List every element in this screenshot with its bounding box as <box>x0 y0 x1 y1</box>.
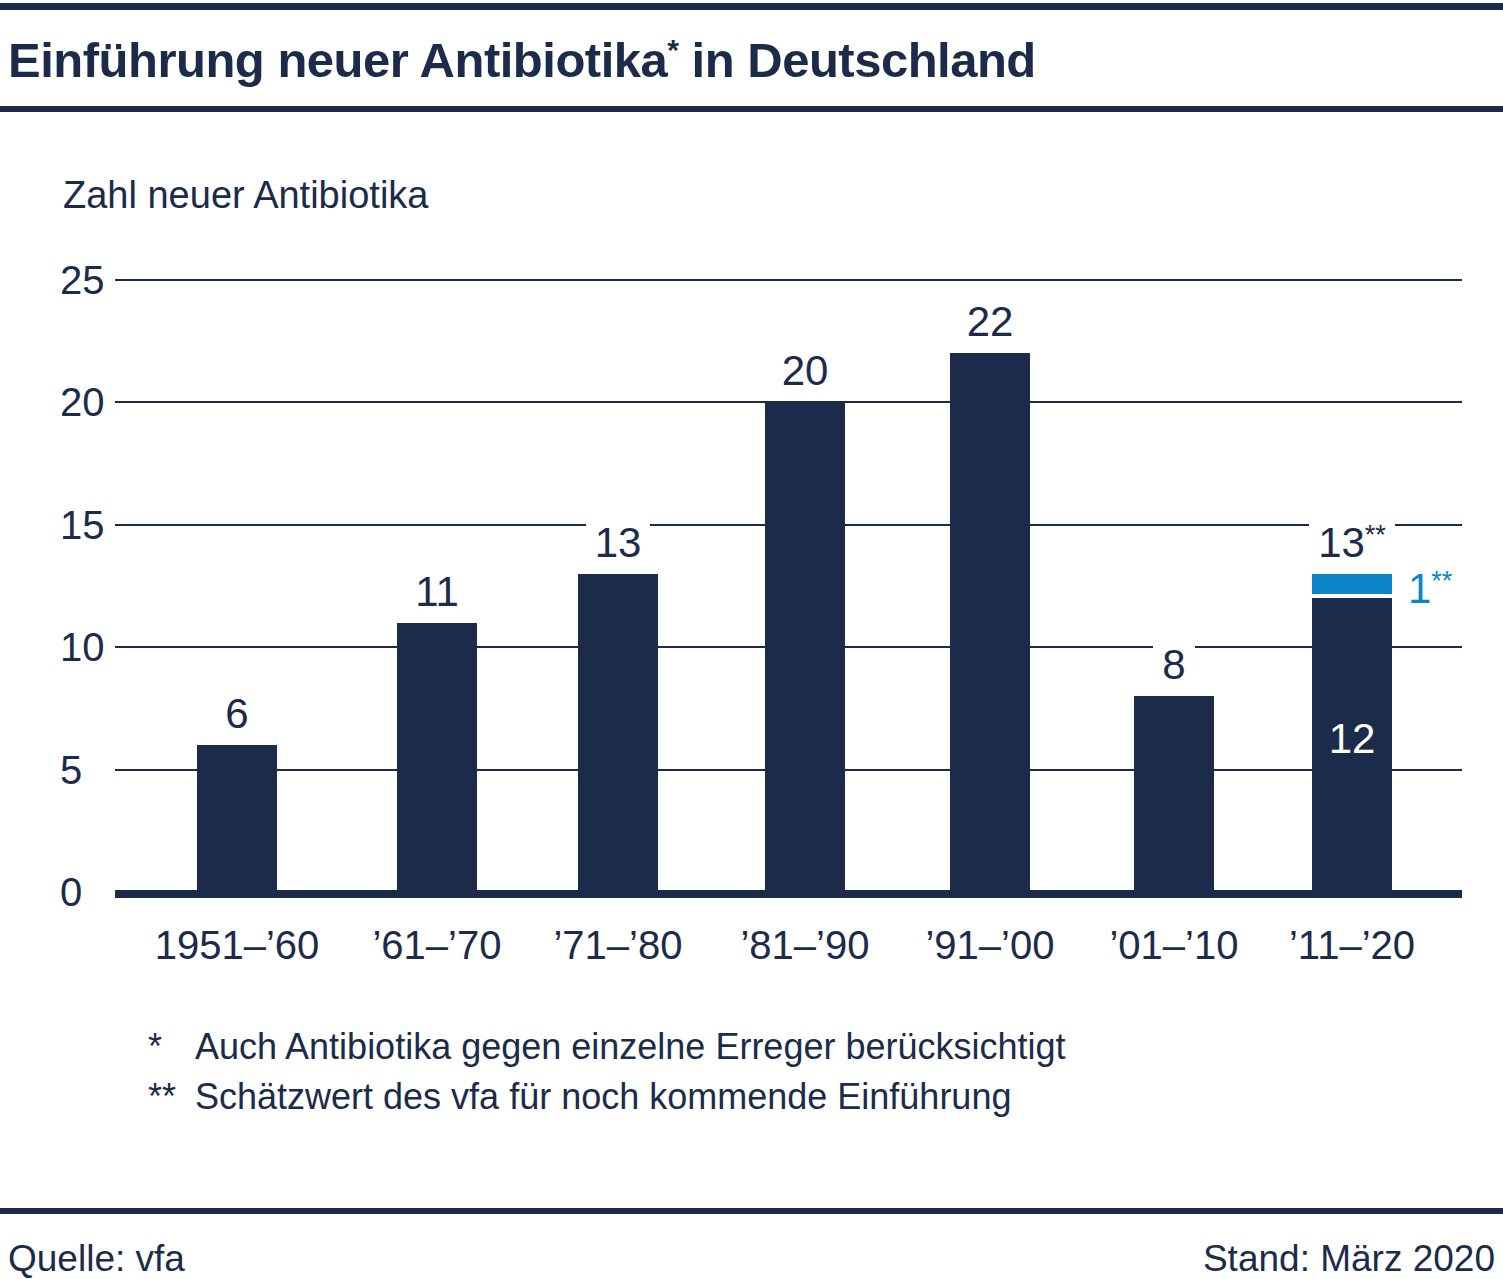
footnote-marker: * <box>148 1022 195 1072</box>
gridline-y-25 <box>115 279 1462 281</box>
bar-’71–’80 <box>578 574 658 893</box>
footnote-text: Auch Antibiotika gegen einzelne Erreger … <box>195 1022 1066 1072</box>
x-axis-tick-label: ’61–’70 <box>332 920 542 970</box>
bar-estimate-segment <box>1312 574 1392 599</box>
bar-value-label: 22 <box>905 297 1075 347</box>
bar-value-label: 20 <box>720 346 890 396</box>
bar-’91–’00 <box>950 353 1030 892</box>
bar-value-label: 8 <box>1089 640 1259 690</box>
bar-value-label: 13 <box>533 518 703 568</box>
footnote-text: Schätzwert des vfa für noch kommende Ein… <box>195 1072 1011 1122</box>
x-axis-tick-label: ’11–’20 <box>1247 920 1457 970</box>
bar-’61–’70 <box>397 623 477 893</box>
bar-1951–’60 <box>197 745 277 892</box>
footer-source: Quelle: vfa <box>8 1238 185 1279</box>
y-axis-tick-label: 5 <box>60 745 150 795</box>
footnotes: * Auch Antibiotika gegen einzelne Errege… <box>148 1022 1066 1122</box>
x-axis-tick-label: ’91–’00 <box>885 920 1095 970</box>
bar-inner-value-label: 12 <box>1292 714 1412 764</box>
y-axis-tick-label: 20 <box>60 377 150 427</box>
bar-value-label: 11 <box>352 567 522 617</box>
bar-value-label: 6 <box>152 689 322 739</box>
footnote-row: * Auch Antibiotika gegen einzelne Errege… <box>148 1022 1066 1072</box>
bar-value-label: 13** <box>1267 518 1437 573</box>
x-axis-tick-label: ’71–’80 <box>513 920 723 970</box>
footnote-marker: ** <box>148 1072 195 1122</box>
y-axis-tick-label: 15 <box>60 500 150 550</box>
footnote-row: ** Schätzwert des vfa für noch kommende … <box>148 1072 1066 1122</box>
bar-’01–’10 <box>1134 696 1214 892</box>
footer-divider <box>0 1208 1503 1214</box>
y-axis-tick-label: 10 <box>60 622 150 672</box>
figure-canvas: Einführung neuer Antibiotika* in Deutsch… <box>0 0 1503 1279</box>
x-axis-tick-label: ’81–’90 <box>700 920 910 970</box>
x-axis-tick-label: 1951–’60 <box>132 920 342 970</box>
footer-date: Stand: März 2020 <box>1203 1238 1495 1279</box>
y-axis-tick-label: 25 <box>60 255 150 305</box>
bar-’81–’90 <box>765 402 845 892</box>
